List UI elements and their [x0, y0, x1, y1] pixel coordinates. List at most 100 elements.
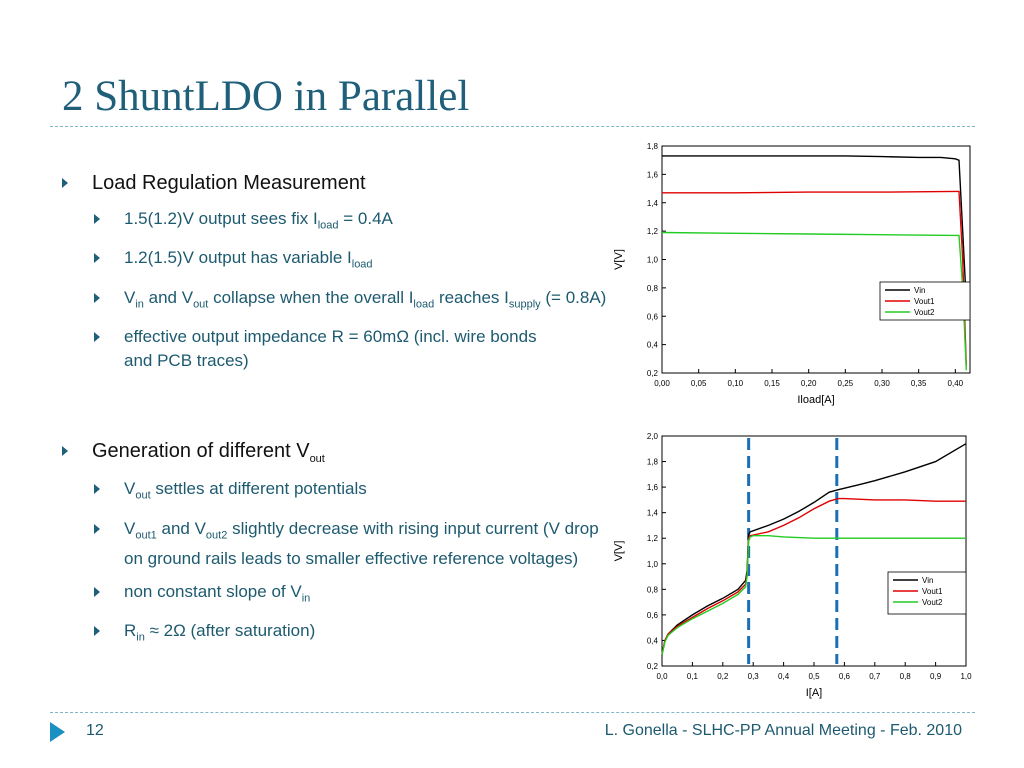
text: V	[124, 287, 136, 307]
x-tick-label: 0,7	[869, 672, 881, 681]
bullet-list: Load Regulation Measurement 1.5(1.2)V ou…	[62, 172, 607, 659]
sub-bullet: Vin and Vout collapse when the overall I…	[62, 286, 607, 316]
y-tick-label: 0,4	[647, 636, 659, 645]
x-tick-label: 0,20	[801, 379, 817, 388]
x-tick-label: 0,25	[838, 379, 854, 388]
y-axis-label: V[V]	[613, 249, 625, 270]
text: ≈ 2Ω (after saturation)	[144, 621, 316, 641]
bullet-arrow-icon	[62, 178, 68, 188]
y-tick-label: 0,6	[647, 312, 659, 321]
bullet-generation: Generation of different Vout	[62, 440, 607, 465]
text: (= 0.8A)	[540, 287, 607, 307]
sub-bullet: Vout settles at different potentials	[62, 477, 607, 507]
y-tick-label: 0,4	[647, 341, 659, 350]
x-tick-label: 0,00	[654, 379, 670, 388]
y-tick-label: 0,2	[647, 369, 659, 378]
bullet-text: Load Regulation Measurement	[92, 172, 366, 194]
text: and V	[143, 287, 194, 307]
y-tick-label: 0,8	[647, 284, 659, 293]
x-tick-label: 0,15	[764, 379, 780, 388]
x-tick-label: 0,2	[717, 672, 729, 681]
text: 1.2(1.5)V output has variable I	[124, 248, 352, 268]
y-axis-label: V[V]	[613, 541, 625, 562]
slide-title: 2 ShuntLDO in Parallel	[62, 73, 470, 120]
subscript: in	[136, 631, 145, 644]
text: collapse when the overall I	[208, 287, 414, 307]
series-line-vin	[662, 155, 967, 303]
sub-bullet: Vout1 and Vout2 slightly decrease with r…	[62, 517, 607, 571]
text: effective output impedance R = 60mΩ (inc…	[124, 327, 537, 371]
bullet-arrow-icon	[94, 626, 100, 637]
y-tick-label: 1,8	[647, 458, 659, 467]
legend-label: Vout2	[922, 598, 943, 607]
x-tick-label: 0,05	[691, 379, 707, 388]
subscript: in	[135, 298, 144, 311]
x-tick-label: 0,4	[778, 672, 790, 681]
y-tick-label: 1,6	[647, 170, 659, 179]
text: V	[124, 518, 136, 538]
y-tick-label: 1,8	[647, 142, 659, 151]
subscript: in	[301, 592, 311, 605]
plot-frame	[661, 435, 967, 667]
bullet-arrow-icon	[62, 446, 68, 457]
series-line-vin	[661, 443, 967, 655]
subscript: load	[351, 258, 373, 271]
y-tick-label: 1,4	[647, 509, 659, 518]
footer-triangle-icon	[50, 722, 65, 742]
x-tick-label: 0,6	[839, 672, 851, 681]
x-tick-label: 0,10	[728, 379, 744, 388]
subscript: load	[317, 219, 339, 232]
text: settles at different potentials	[150, 479, 367, 499]
text: and V	[156, 518, 206, 538]
series-line-vout2	[661, 534, 966, 655]
text: non constant slope of V	[124, 581, 302, 601]
sub-bullet: Rin ≈ 2Ω (after saturation)	[62, 619, 607, 649]
bullet-arrow-icon	[94, 484, 100, 495]
x-tick-label: 0,1	[687, 672, 699, 681]
y-tick-label: 1,0	[647, 560, 659, 569]
y-tick-label: 1,4	[647, 199, 659, 208]
text: = 0.4A	[338, 209, 393, 228]
x-tick-label: 0,30	[874, 379, 890, 388]
y-tick-label: 1,6	[647, 483, 659, 492]
subscript: out	[309, 453, 325, 466]
x-tick-label: 0,8	[900, 672, 912, 681]
subscript: out	[193, 298, 209, 311]
bullet-text: Generation of different V	[92, 440, 310, 463]
bullet-arrow-icon	[94, 332, 100, 343]
x-tick-label: 0,35	[911, 379, 927, 388]
legend-label: Vout2	[914, 308, 935, 317]
sub-bullet: 1.5(1.2)V output sees fix Iload = 0.4A	[62, 207, 607, 237]
bullet-arrow-icon	[94, 586, 100, 597]
sub-bullet: non constant slope of Vin	[62, 580, 607, 610]
title-divider	[50, 126, 975, 127]
y-tick-label: 0,8	[647, 585, 659, 594]
x-axis-label: Iload[A]	[797, 394, 834, 406]
text: reaches I	[434, 287, 509, 307]
bullet-load-regulation: Load Regulation Measurement	[62, 172, 607, 195]
series-line-vout1	[662, 190, 967, 366]
x-tick-label: 1,0	[960, 672, 972, 681]
text: V	[124, 479, 136, 499]
legend-label: Vin	[922, 576, 933, 585]
load-regulation-chart: 0,00 0,05 0,10 0,15 0,20 0,25 0,30 0,35 0,40 0,2 0…	[613, 142, 971, 406]
series-line-vout1	[661, 497, 966, 655]
sub-bullet: effective output impedance R = 60mΩ (inc…	[62, 325, 564, 373]
subscript: out	[135, 489, 151, 502]
subscript: supply	[508, 298, 541, 311]
page-number: 12	[86, 722, 104, 739]
bullet-arrow-icon	[94, 253, 100, 264]
x-axis-label: I[A]	[806, 687, 823, 699]
footer-divider	[50, 712, 975, 713]
y-tick-label: 0,2	[647, 662, 659, 671]
text: slightly decrease with rising input curr…	[124, 518, 599, 568]
bullet-arrow-icon	[94, 292, 100, 303]
y-tick-label: 1,2	[647, 534, 659, 543]
x-tick-label: 0,9	[930, 672, 942, 681]
plot-frame	[661, 145, 971, 374]
y-tick-label: 1,2	[647, 227, 659, 236]
x-tick-label: 0,0	[656, 672, 668, 681]
x-tick-label: 0,5	[808, 672, 820, 681]
y-tick-label: 0,6	[647, 611, 659, 620]
legend-label: Vout1	[922, 587, 943, 596]
